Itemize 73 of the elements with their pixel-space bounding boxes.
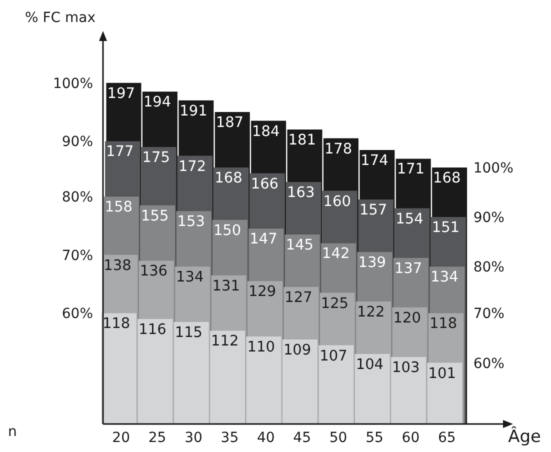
data-label: 142	[322, 246, 350, 262]
annotation: 80%	[473, 260, 504, 276]
data-label: 103	[392, 360, 420, 376]
annotation: 100%	[473, 160, 514, 176]
x-tick-label: 35	[220, 430, 239, 446]
data-label: 139	[358, 254, 386, 271]
data-label: 171	[396, 162, 425, 178]
data-label: 136	[140, 264, 168, 280]
data-label: 122	[357, 304, 385, 321]
annotation: 60%	[473, 356, 504, 372]
annotation: 60%	[62, 306, 93, 322]
annotation: 90%	[62, 134, 93, 150]
data-label: 107	[320, 348, 348, 364]
x-tick-label: 40	[256, 430, 275, 446]
annotation: 100%	[52, 76, 93, 92]
data-label: 168	[214, 170, 242, 186]
data-label: 134	[176, 270, 204, 286]
data-label: 158	[104, 200, 133, 216]
data-label: 145	[286, 238, 314, 254]
data-label: 174	[360, 152, 388, 169]
data-label: 151	[432, 220, 460, 236]
data-label: 112	[211, 334, 239, 350]
data-label: 131	[212, 278, 240, 294]
x-axis-title: Âge	[508, 426, 541, 447]
data-label: 194	[143, 94, 172, 111]
data-label: 116	[138, 322, 166, 338]
data-label: 175	[142, 150, 170, 166]
data-label: 191	[180, 103, 208, 120]
data-label: 181	[288, 132, 316, 149]
data-label: 118	[102, 316, 130, 332]
y-axis-title: % FC max	[25, 10, 96, 26]
data-label: 118	[429, 316, 458, 332]
data-label: 129	[248, 284, 276, 300]
data-label: 150	[213, 222, 242, 239]
data-label: 115	[174, 324, 203, 341]
annotation: 70%	[473, 306, 504, 322]
data-label: 163	[287, 185, 315, 202]
data-label: 166	[250, 176, 279, 192]
x-tick-label: 20	[112, 430, 130, 446]
x-tick-label: 30	[184, 430, 202, 446]
data-label: 104	[356, 357, 384, 374]
x-tick-label: 55	[366, 430, 384, 446]
data-label: 155	[141, 208, 169, 224]
data-label: 120	[393, 310, 421, 326]
data-label: 177	[106, 144, 134, 160]
data-label: 101	[428, 366, 456, 382]
x-tick-label: 65	[438, 430, 456, 446]
data-label: 138	[104, 258, 132, 274]
data-label: 137	[394, 260, 422, 277]
annotation: 70%	[62, 248, 93, 264]
data-label: 178	[324, 141, 352, 158]
data-label: 134	[430, 270, 458, 286]
annotation: 80%	[62, 190, 93, 206]
data-label: 125	[320, 296, 349, 312]
data-label: 168	[433, 170, 461, 186]
data-label: 154	[396, 211, 424, 228]
data-label: 172	[178, 158, 206, 175]
x-tick-label: 50	[329, 430, 348, 446]
x-tick-label: 45	[293, 430, 312, 446]
text: n	[8, 424, 17, 440]
annotation: 90%	[473, 210, 504, 226]
data-label: 127	[284, 290, 312, 306]
data-label: 153	[177, 214, 205, 230]
data-label: 109	[283, 342, 312, 358]
x-tick-label: 60	[402, 430, 420, 446]
x-tick-label: 25	[148, 430, 166, 446]
data-label: 160	[323, 194, 351, 210]
data-label: 110	[247, 340, 275, 356]
data-label: 147	[250, 232, 278, 248]
data-label: 184	[252, 124, 280, 140]
data-label: 197	[107, 86, 135, 102]
data-label: 187	[216, 115, 244, 132]
data-label: 157	[359, 202, 388, 219]
